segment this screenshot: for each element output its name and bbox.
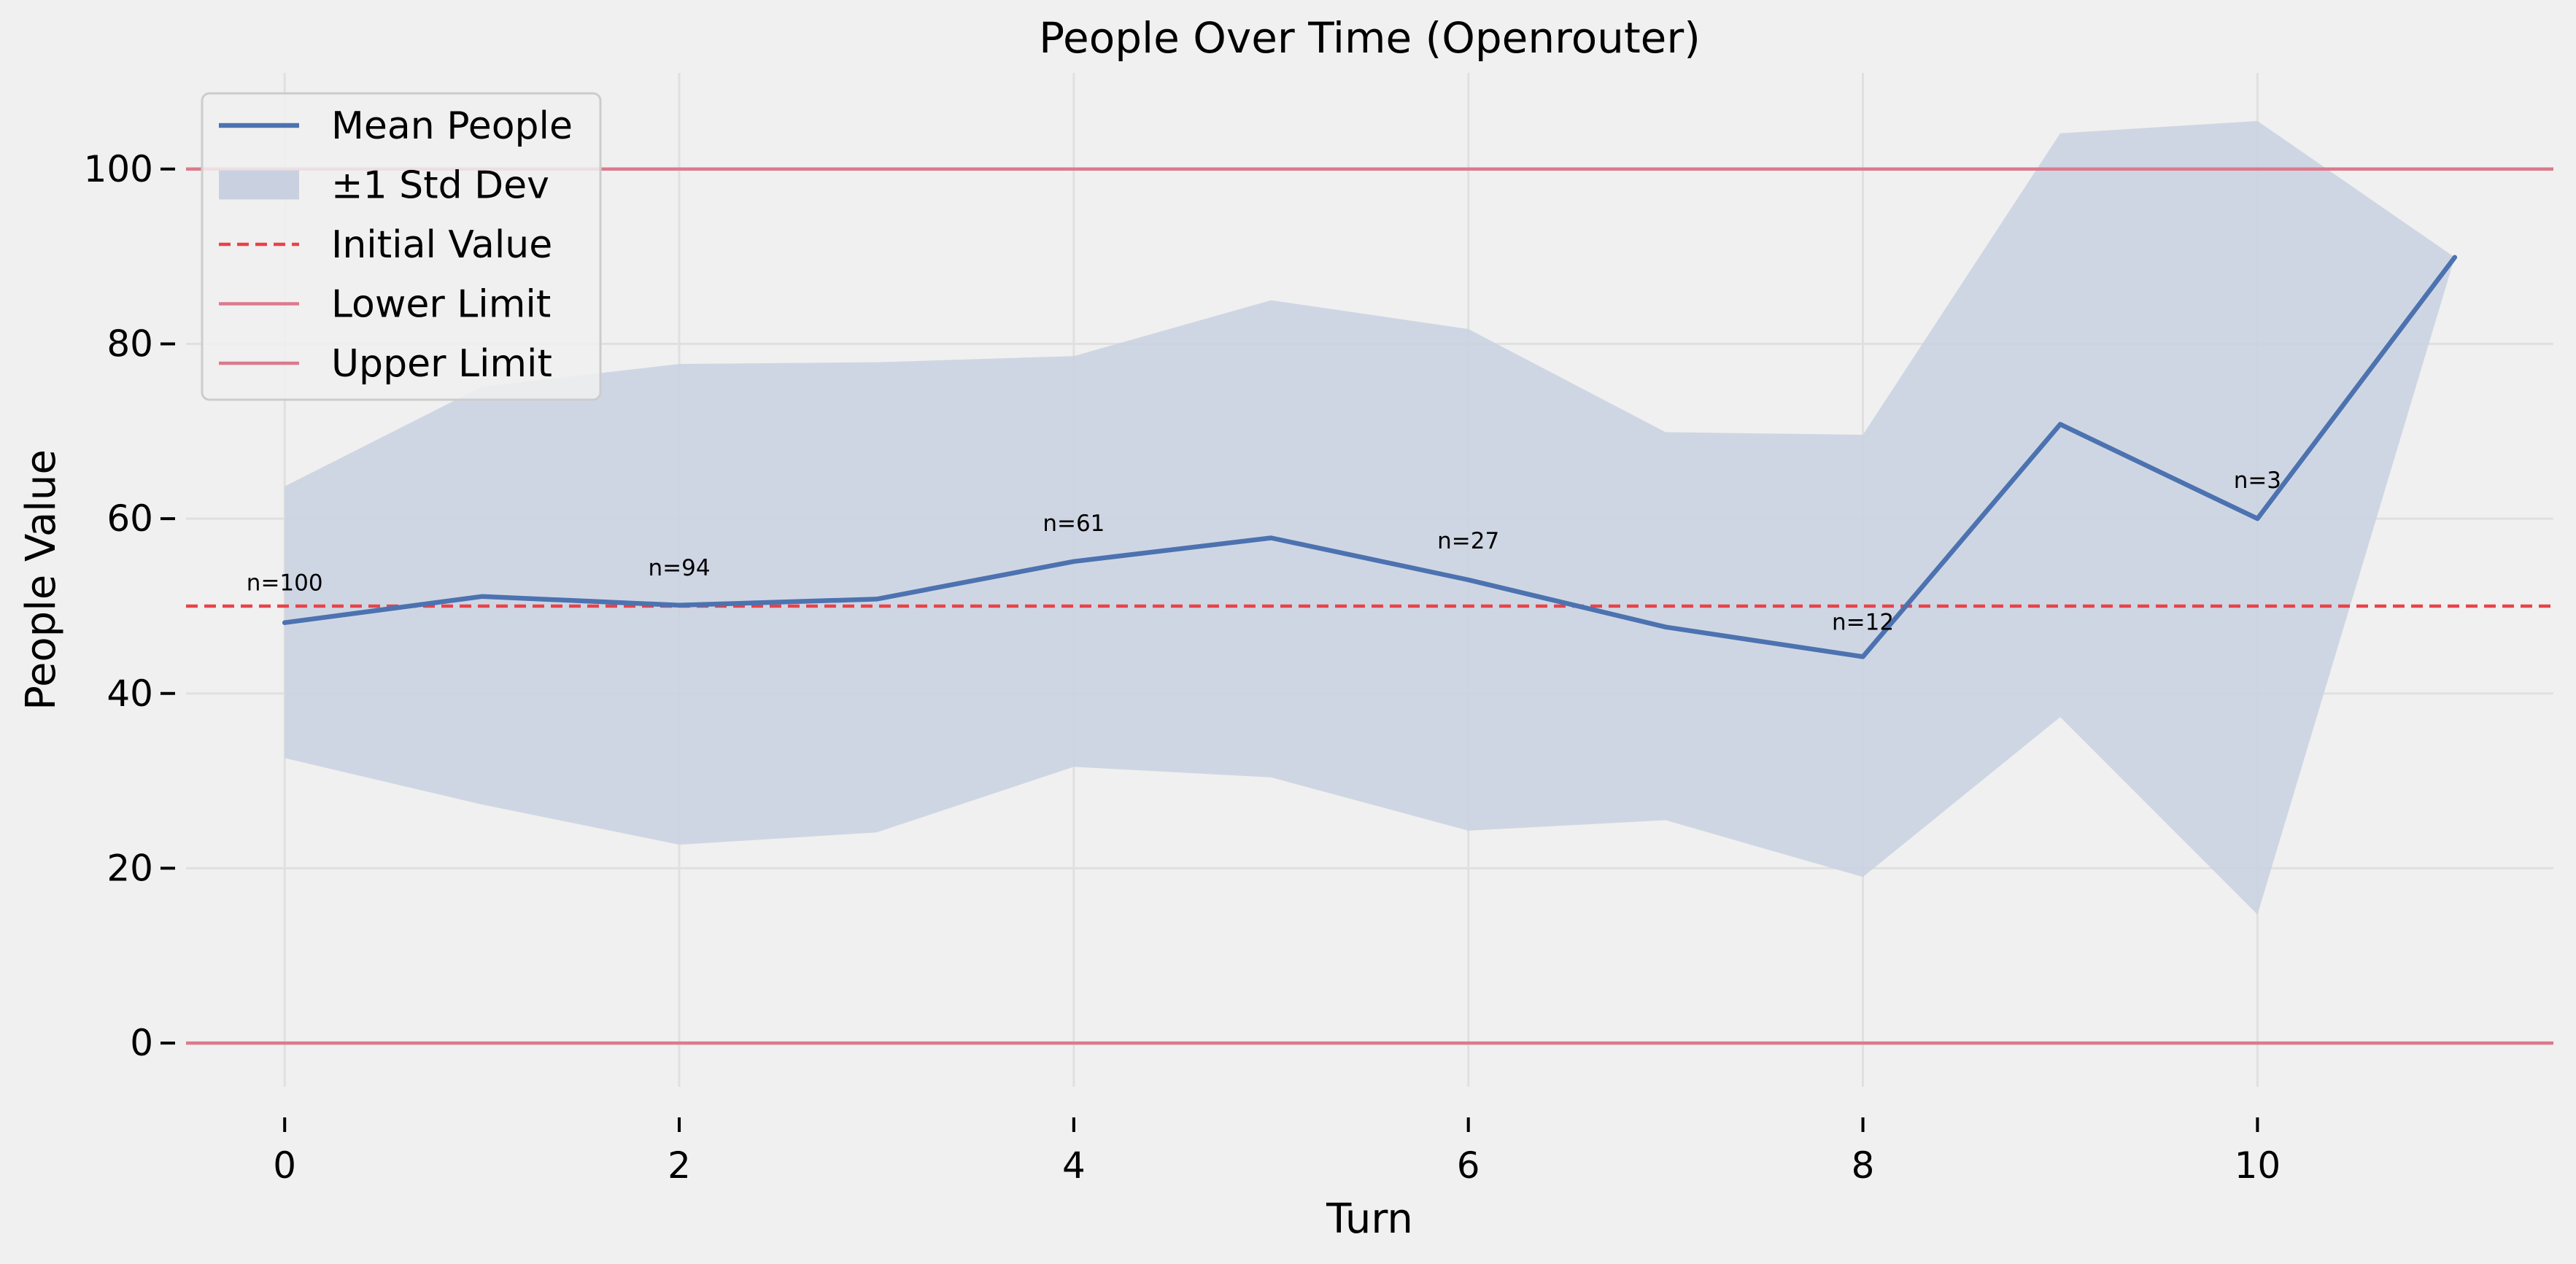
mean-people-point bbox=[1269, 535, 1274, 540]
x-tick-label: 2 bbox=[668, 1144, 691, 1187]
y-tick-label: 40 bbox=[107, 672, 153, 715]
legend: Mean People ±1 Std Dev Initial Value Lower … bbox=[201, 92, 602, 401]
mean-people-line bbox=[282, 255, 2458, 659]
mean-people-point bbox=[2057, 422, 2062, 427]
y-tick-label: 100 bbox=[84, 148, 153, 190]
y-tick-label: 60 bbox=[107, 497, 153, 540]
mean-people-point bbox=[2452, 255, 2457, 260]
x-tick-label: 4 bbox=[1062, 1144, 1086, 1187]
sample-count-label: n=100 bbox=[247, 570, 323, 596]
sample-count-label: n=61 bbox=[1043, 511, 1105, 537]
sample-count-label: n=12 bbox=[1832, 609, 1894, 635]
std-dev-band-layer bbox=[285, 120, 2455, 915]
legend-swatch-1-std-dev bbox=[219, 170, 299, 200]
sample-count-label: n=3 bbox=[2234, 468, 2281, 494]
legend-label-initial-value: Initial Value bbox=[331, 223, 552, 267]
chart-title: People Over Time (Openrouter) bbox=[1039, 13, 1701, 63]
mean-line-layer bbox=[282, 255, 2458, 659]
mean-people-point bbox=[677, 602, 682, 608]
sample-count-label: n=94 bbox=[649, 555, 711, 581]
y-tick-label: 80 bbox=[107, 322, 153, 365]
mean-people-point bbox=[1466, 578, 1471, 582]
y-axis-label: People Value bbox=[18, 449, 65, 710]
x-tick-label: 10 bbox=[2235, 1144, 2281, 1187]
legend-label-upper-limit: Upper Limit bbox=[331, 342, 552, 386]
legend-label-lower-limit: Lower Limit bbox=[331, 283, 551, 327]
legend-label-1-std-dev: ±1 Std Dev bbox=[331, 164, 549, 208]
x-tick-label: 0 bbox=[273, 1144, 296, 1187]
std-dev-band bbox=[285, 120, 2455, 915]
mean-people-point bbox=[1663, 624, 1668, 629]
y-tick-label: 20 bbox=[107, 847, 153, 889]
y-tick-label: 0 bbox=[130, 1022, 153, 1064]
mean-people-point bbox=[1860, 654, 1865, 659]
sample-count-label: n=27 bbox=[1437, 528, 1499, 554]
mean-people-point bbox=[874, 597, 879, 602]
mean-people-point bbox=[479, 594, 484, 599]
x-axis-label: Turn bbox=[1326, 1195, 1413, 1243]
mean-people-point bbox=[282, 620, 287, 625]
mean-people-point bbox=[2255, 516, 2260, 522]
sample-count-annotations: n=100 n=94 n=61 n=27 n=12 n=3 bbox=[247, 468, 2281, 635]
legend-box bbox=[201, 92, 602, 401]
legend-label-mean-people: Mean People bbox=[331, 104, 573, 148]
x-tick-label: 8 bbox=[1852, 1144, 1875, 1187]
x-tick-label: 6 bbox=[1457, 1144, 1480, 1187]
mean-people-point bbox=[1071, 559, 1076, 564]
